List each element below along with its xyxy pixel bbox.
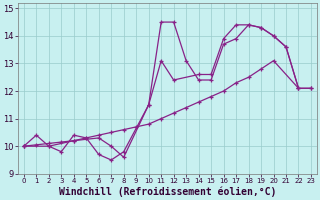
X-axis label: Windchill (Refroidissement éolien,°C): Windchill (Refroidissement éolien,°C) bbox=[59, 187, 276, 197]
